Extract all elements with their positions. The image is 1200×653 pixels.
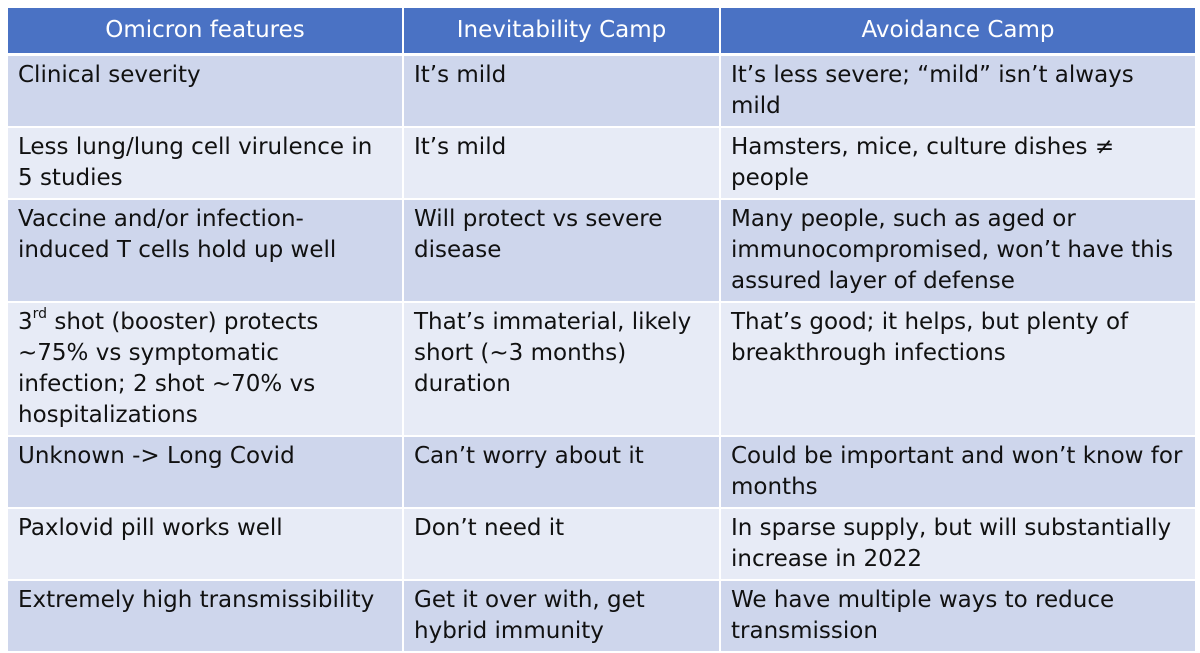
- omicron-comparison-table: Omicron features Inevitability Camp Avoi…: [8, 8, 1195, 653]
- table-row: Less lung/lung cell virulence in 5 studi…: [8, 126, 1195, 200]
- feature-cell: Clinical severity: [8, 54, 404, 128]
- inevitability-cell: Get it over with, get hybrid immunity: [403, 579, 721, 653]
- header-inevitability-camp: Inevitability Camp: [403, 8, 721, 56]
- feature-cell: Unknown -> Long Covid: [8, 435, 404, 509]
- avoidance-cell: Hamsters, mice, culture dishes ≠ people: [720, 126, 1195, 200]
- table-row: Clinical severity It’s mild It’s less se…: [8, 54, 1195, 128]
- table-row: 3rd shot (booster) protects ~75% vs symp…: [8, 301, 1195, 437]
- feature-text-prefix: 3: [18, 308, 33, 335]
- feature-cell: Extremely high transmissibility: [8, 579, 404, 653]
- comparison-table-container: Omicron features Inevitability Camp Avoi…: [8, 8, 1195, 653]
- avoidance-cell: It’s less severe; “mild” isn’t always mi…: [720, 54, 1195, 128]
- avoidance-cell: We have multiple ways to reduce transmis…: [720, 579, 1195, 653]
- table-row: Paxlovid pill works well Don’t need it I…: [8, 507, 1195, 581]
- header-omicron-features: Omicron features: [8, 8, 404, 56]
- feature-text-superscript: rd: [32, 305, 48, 322]
- inevitability-cell: Will protect vs severe disease: [403, 198, 721, 303]
- inevitability-cell: Don’t need it: [403, 507, 721, 581]
- avoidance-cell: Could be important and won’t know for mo…: [720, 435, 1195, 509]
- inevitability-cell: That’s immaterial, likely short (~3 mont…: [403, 301, 721, 437]
- feature-text-rest: shot (booster) protects ~75% vs symptoma…: [18, 308, 319, 428]
- feature-cell: Paxlovid pill works well: [8, 507, 404, 581]
- inevitability-cell: It’s mild: [403, 54, 721, 128]
- header-avoidance-camp: Avoidance Camp: [720, 8, 1195, 56]
- table-row: Extremely high transmissibility Get it o…: [8, 579, 1195, 653]
- avoidance-cell: That’s good; it helps, but plenty of bre…: [720, 301, 1195, 437]
- header-row: Omicron features Inevitability Camp Avoi…: [8, 8, 1195, 56]
- avoidance-cell: Many people, such as aged or immunocompr…: [720, 198, 1195, 303]
- feature-cell: 3rd shot (booster) protects ~75% vs symp…: [8, 301, 404, 437]
- inevitability-cell: Can’t worry about it: [403, 435, 721, 509]
- table-row: Unknown -> Long Covid Can’t worry about …: [8, 435, 1195, 509]
- feature-cell: Vaccine and/or infection-induced T cells…: [8, 198, 404, 303]
- avoidance-cell: In sparse supply, but will substantially…: [720, 507, 1195, 581]
- inevitability-cell: It’s mild: [403, 126, 721, 200]
- feature-cell: Less lung/lung cell virulence in 5 studi…: [8, 126, 404, 200]
- table-row: Vaccine and/or infection-induced T cells…: [8, 198, 1195, 303]
